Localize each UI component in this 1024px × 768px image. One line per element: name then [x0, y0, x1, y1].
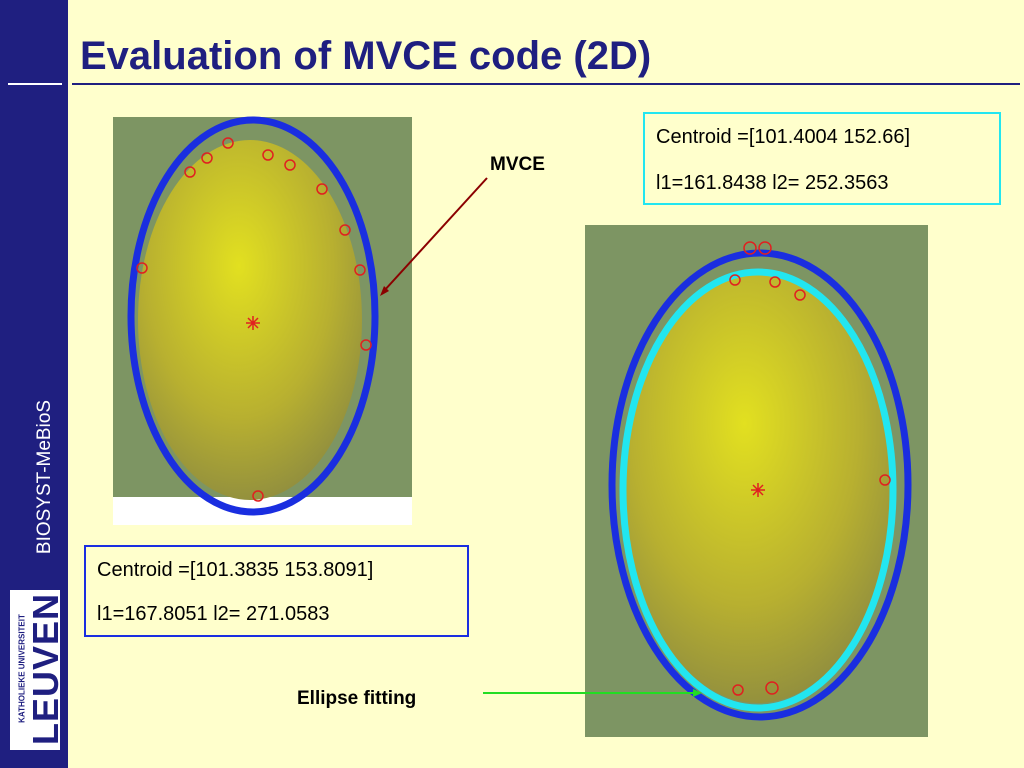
mvce-image	[113, 116, 412, 525]
centroid-text: Centroid =[101.4004 152.66]	[656, 126, 911, 148]
ellipse-fitting-label: Ellipse fitting	[297, 688, 417, 709]
centroid-text: Centroid =[101.3835 153.8091]	[97, 559, 374, 581]
arrows	[380, 177, 702, 697]
sidebar-rule	[8, 83, 62, 85]
result-box: Centroid =[101.4004 152.66] l1=161.8438 …	[643, 112, 1001, 205]
mvce-label: MVCE	[490, 154, 545, 175]
fitting-image	[585, 225, 928, 737]
logo-panel	[10, 590, 60, 750]
axes-text: l1=161.8438 l2= 252.3563	[656, 172, 889, 194]
title-rule	[72, 83, 1020, 85]
result-box: Centroid =[101.3835 153.8091] l1=167.805…	[84, 545, 469, 637]
axes-text: l1=167.8051 l2= 271.0583	[97, 603, 330, 625]
slide-title: Evaluation of MVCE code (2D)	[80, 34, 652, 78]
